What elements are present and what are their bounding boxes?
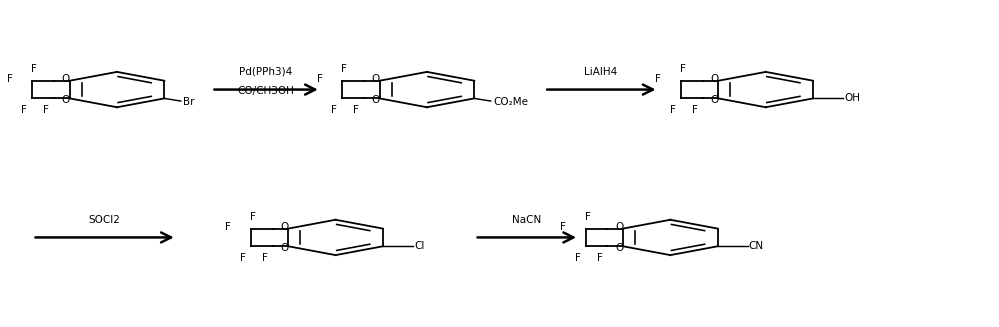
Text: Cl: Cl <box>414 241 425 251</box>
Text: F: F <box>21 105 27 115</box>
Text: O: O <box>615 222 623 232</box>
Text: F: F <box>692 105 698 115</box>
Text: O: O <box>615 243 623 253</box>
Text: F: F <box>240 253 246 263</box>
Text: O: O <box>62 95 70 105</box>
Text: LiAlH4: LiAlH4 <box>584 67 617 77</box>
Text: F: F <box>31 64 37 74</box>
Text: F: F <box>342 64 348 74</box>
Text: F: F <box>559 222 565 232</box>
Text: F: F <box>43 105 49 115</box>
Text: F: F <box>680 64 686 74</box>
Text: OH: OH <box>844 94 860 103</box>
Text: O: O <box>710 95 718 105</box>
Text: CN: CN <box>749 241 764 251</box>
Text: F: F <box>332 105 338 115</box>
Text: O: O <box>710 74 718 84</box>
Text: F: F <box>7 75 12 84</box>
Text: F: F <box>262 253 268 263</box>
Text: Br: Br <box>184 96 195 107</box>
Text: F: F <box>250 212 256 222</box>
Text: CO/CH3OH: CO/CH3OH <box>238 86 295 96</box>
Text: F: F <box>596 253 602 263</box>
Text: O: O <box>372 74 380 84</box>
Text: F: F <box>354 105 359 115</box>
Text: F: F <box>225 222 231 232</box>
Text: O: O <box>281 222 289 232</box>
Text: NaCN: NaCN <box>511 215 540 225</box>
Text: F: F <box>584 212 590 222</box>
Text: SOCl2: SOCl2 <box>88 215 120 225</box>
Text: F: F <box>574 253 580 263</box>
Text: Pd(PPh3)4: Pd(PPh3)4 <box>240 67 293 77</box>
Text: O: O <box>372 95 380 105</box>
Text: O: O <box>62 74 70 84</box>
Text: F: F <box>655 75 661 84</box>
Text: CO₂Me: CO₂Me <box>494 96 528 107</box>
Text: F: F <box>317 75 323 84</box>
Text: O: O <box>281 243 289 253</box>
Text: F: F <box>670 105 676 115</box>
